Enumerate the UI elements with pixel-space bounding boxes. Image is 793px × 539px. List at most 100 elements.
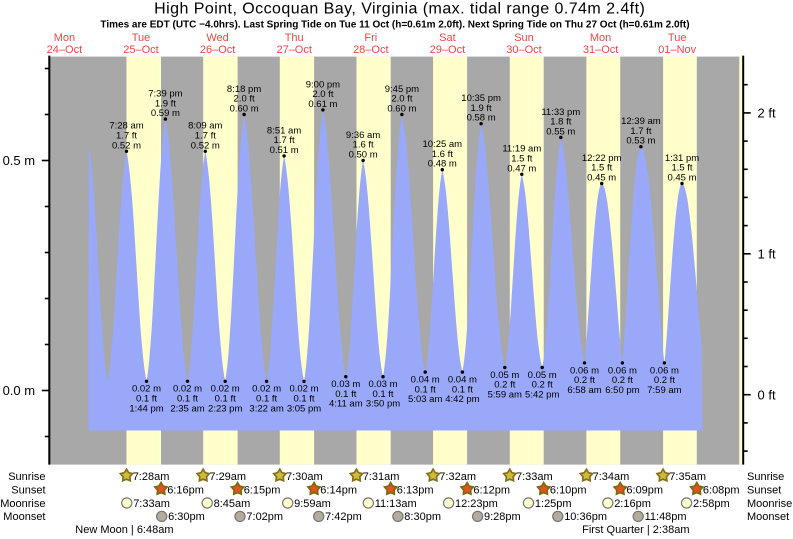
svg-text:0.03 m: 0.03 m (331, 379, 360, 390)
svg-text:0.05 m: 0.05 m (490, 370, 519, 381)
svg-text:11:13am: 11:13am (375, 498, 417, 510)
svg-text:Moonset: Moonset (3, 511, 45, 523)
svg-text:9:28pm: 9:28pm (484, 511, 521, 523)
svg-text:3:50 pm: 3:50 pm (366, 399, 400, 410)
svg-text:0.06 m: 0.06 m (650, 365, 679, 376)
svg-text:30–Oct: 30–Oct (506, 44, 541, 56)
svg-text:1.5 ft: 1.5 ft (511, 154, 532, 165)
svg-text:Moonrise: Moonrise (0, 498, 45, 510)
svg-text:12:22 pm: 12:22 pm (582, 153, 622, 164)
svg-text:4:11 am: 4:11 am (329, 399, 363, 410)
svg-text:Wed: Wed (206, 32, 228, 44)
svg-text:9:59am: 9:59am (294, 498, 331, 510)
svg-text:5:03 am: 5:03 am (408, 394, 442, 405)
svg-text:12:39 am: 12:39 am (621, 116, 661, 127)
svg-text:8:45am: 8:45am (214, 498, 251, 510)
svg-text:2 ft: 2 ft (758, 106, 776, 121)
svg-text:6:16pm: 6:16pm (167, 484, 204, 496)
svg-text:Moonset: Moonset (747, 511, 789, 523)
svg-text:26–Oct: 26–Oct (200, 44, 235, 56)
svg-text:10:25 am: 10:25 am (422, 139, 462, 150)
svg-text:5:59 am: 5:59 am (488, 390, 522, 401)
svg-text:11:33 pm: 11:33 pm (541, 107, 580, 118)
svg-text:0.50 m: 0.50 m (349, 150, 378, 161)
svg-text:0.05 m: 0.05 m (528, 370, 557, 381)
svg-text:2:35 am: 2:35 am (170, 403, 204, 414)
svg-text:1:44 pm: 1:44 pm (129, 403, 163, 414)
svg-text:9:36 am: 9:36 am (346, 130, 380, 141)
svg-text:0.1 ft: 0.1 ft (177, 394, 198, 405)
svg-text:7:59 am: 7:59 am (647, 385, 681, 396)
svg-text:Mon: Mon (590, 32, 611, 44)
svg-text:7:35am: 7:35am (669, 471, 706, 483)
svg-text:9:45 pm: 9:45 pm (385, 84, 419, 95)
svg-text:1.8 ft: 1.8 ft (550, 117, 571, 128)
svg-text:1.7 ft: 1.7 ft (274, 135, 295, 146)
svg-text:0.1 ft: 0.1 ft (256, 394, 277, 405)
svg-text:7:30am: 7:30am (286, 471, 323, 483)
svg-text:0.04 m: 0.04 m (448, 375, 477, 386)
svg-text:0.47 m: 0.47 m (507, 163, 536, 174)
svg-text:8:09 am: 8:09 am (188, 121, 222, 132)
svg-text:0.1 ft: 0.1 ft (372, 389, 393, 400)
svg-text:6:15pm: 6:15pm (244, 484, 281, 496)
svg-text:6:12pm: 6:12pm (473, 484, 510, 496)
svg-text:1 ft: 1 ft (758, 247, 776, 262)
svg-text:24–Oct: 24–Oct (47, 44, 82, 56)
svg-text:0.06 m: 0.06 m (570, 365, 599, 376)
svg-text:6:30pm: 6:30pm (168, 511, 205, 523)
svg-text:0.60 m: 0.60 m (387, 104, 416, 115)
svg-text:7:42pm: 7:42pm (325, 511, 362, 523)
svg-text:0.1 ft: 0.1 ft (415, 384, 436, 395)
svg-text:0.02 m: 0.02 m (173, 384, 202, 395)
svg-text:7:34am: 7:34am (593, 471, 630, 483)
svg-text:6:14pm: 6:14pm (320, 484, 357, 496)
svg-text:10:36pm: 10:36pm (564, 511, 607, 523)
svg-text:1.7 ft: 1.7 ft (195, 131, 216, 142)
svg-text:6:50 pm: 6:50 pm (605, 385, 639, 396)
svg-text:7:02pm: 7:02pm (246, 511, 283, 523)
svg-text:0.48 m: 0.48 m (428, 159, 457, 170)
svg-text:1.9 ft: 1.9 ft (155, 98, 176, 109)
svg-text:7:29am: 7:29am (209, 471, 246, 483)
svg-text:0.53 m: 0.53 m (626, 136, 655, 147)
svg-text:Sunset: Sunset (747, 484, 781, 496)
svg-text:2.0 ft: 2.0 ft (391, 94, 412, 105)
svg-text:6:10pm: 6:10pm (550, 484, 587, 496)
svg-text:0.0 m: 0.0 m (3, 383, 36, 398)
svg-text:1:25pm: 1:25pm (535, 498, 572, 510)
svg-text:Sun: Sun (514, 32, 534, 44)
svg-text:Sunrise: Sunrise (747, 471, 784, 483)
svg-text:10:35 pm: 10:35 pm (461, 93, 501, 104)
svg-text:0.60 m: 0.60 m (230, 104, 259, 115)
svg-text:7:33am: 7:33am (133, 498, 170, 510)
svg-text:2:16pm: 2:16pm (614, 498, 651, 510)
svg-text:01–Nov: 01–Nov (658, 44, 696, 56)
svg-text:9:00 pm: 9:00 pm (306, 79, 340, 90)
svg-text:0.45 m: 0.45 m (667, 173, 696, 184)
svg-text:2.0 ft: 2.0 ft (312, 89, 333, 100)
svg-text:0.06 m: 0.06 m (608, 365, 637, 376)
svg-text:Moonrise: Moonrise (747, 498, 792, 510)
svg-text:29–Oct: 29–Oct (430, 44, 465, 56)
svg-text:0.02 m: 0.02 m (211, 384, 240, 395)
svg-text:3:05 pm: 3:05 pm (287, 403, 321, 414)
svg-text:2:23 pm: 2:23 pm (208, 403, 242, 414)
svg-text:0.52 m: 0.52 m (191, 140, 220, 151)
svg-text:High Point, Occoquan Bay, Virg: High Point, Occoquan Bay, Virginia (max.… (154, 1, 645, 18)
svg-text:1.9 ft: 1.9 ft (471, 103, 492, 114)
svg-text:1.5 ft: 1.5 ft (591, 163, 612, 174)
svg-text:New Moon | 6:48am: New Moon | 6:48am (75, 524, 173, 536)
svg-text:27–Oct: 27–Oct (276, 44, 311, 56)
svg-text:0.02 m: 0.02 m (289, 384, 318, 395)
svg-text:0.55 m: 0.55 m (546, 127, 575, 138)
svg-text:0.58 m: 0.58 m (467, 113, 496, 124)
svg-text:1.7 ft: 1.7 ft (630, 126, 651, 137)
svg-text:1.7 ft: 1.7 ft (116, 131, 137, 142)
svg-text:6:58 am: 6:58 am (567, 385, 601, 396)
svg-text:0 ft: 0 ft (758, 387, 776, 402)
svg-text:4:42 pm: 4:42 pm (445, 394, 479, 405)
svg-text:5:42 pm: 5:42 pm (525, 390, 559, 401)
svg-text:0.45 m: 0.45 m (587, 173, 616, 184)
svg-text:7:28 am: 7:28 am (109, 121, 143, 132)
